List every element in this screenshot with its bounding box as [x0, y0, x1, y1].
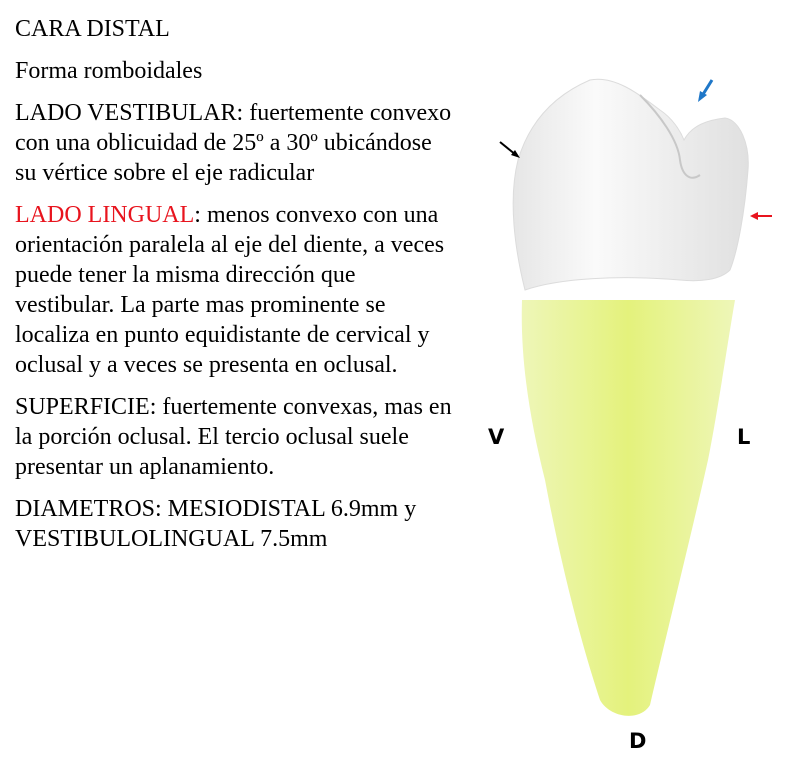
tooth-crown: [512, 78, 749, 291]
crown-groove: [639, 94, 701, 179]
diametros-text: DIAMETROS: MESIODISTAL 6.9mm y VESTIBULO…: [15, 496, 417, 552]
heading: CARA DISTAL: [15, 16, 170, 42]
label-d: D: [629, 729, 647, 753]
tooth-figure: [499, 78, 772, 716]
lingual-paragraph: LADO LINGUAL: menos convexo con una orie…: [15, 200, 455, 380]
superficie-text: SUPERFICIE: fuertemente convexas, mas en…: [15, 394, 452, 480]
vestibular-text: LADO VESTIBULAR: fuertemente convexo con…: [15, 100, 452, 186]
label-v: V: [488, 425, 505, 449]
red-arrow-icon: [750, 212, 772, 220]
tooth-root: [521, 300, 735, 716]
forma-text: Forma romboidales: [15, 58, 203, 84]
black-arrow-icon: [499, 141, 520, 158]
label-l: L: [737, 425, 751, 449]
lingual-text: : menos convexo con una orientación para…: [15, 202, 445, 378]
blue-arrow-icon: [698, 79, 714, 102]
description-text: CARA DISTAL Forma romboidales LADO VESTI…: [15, 14, 455, 566]
lingual-title: LADO LINGUAL: [15, 202, 195, 228]
